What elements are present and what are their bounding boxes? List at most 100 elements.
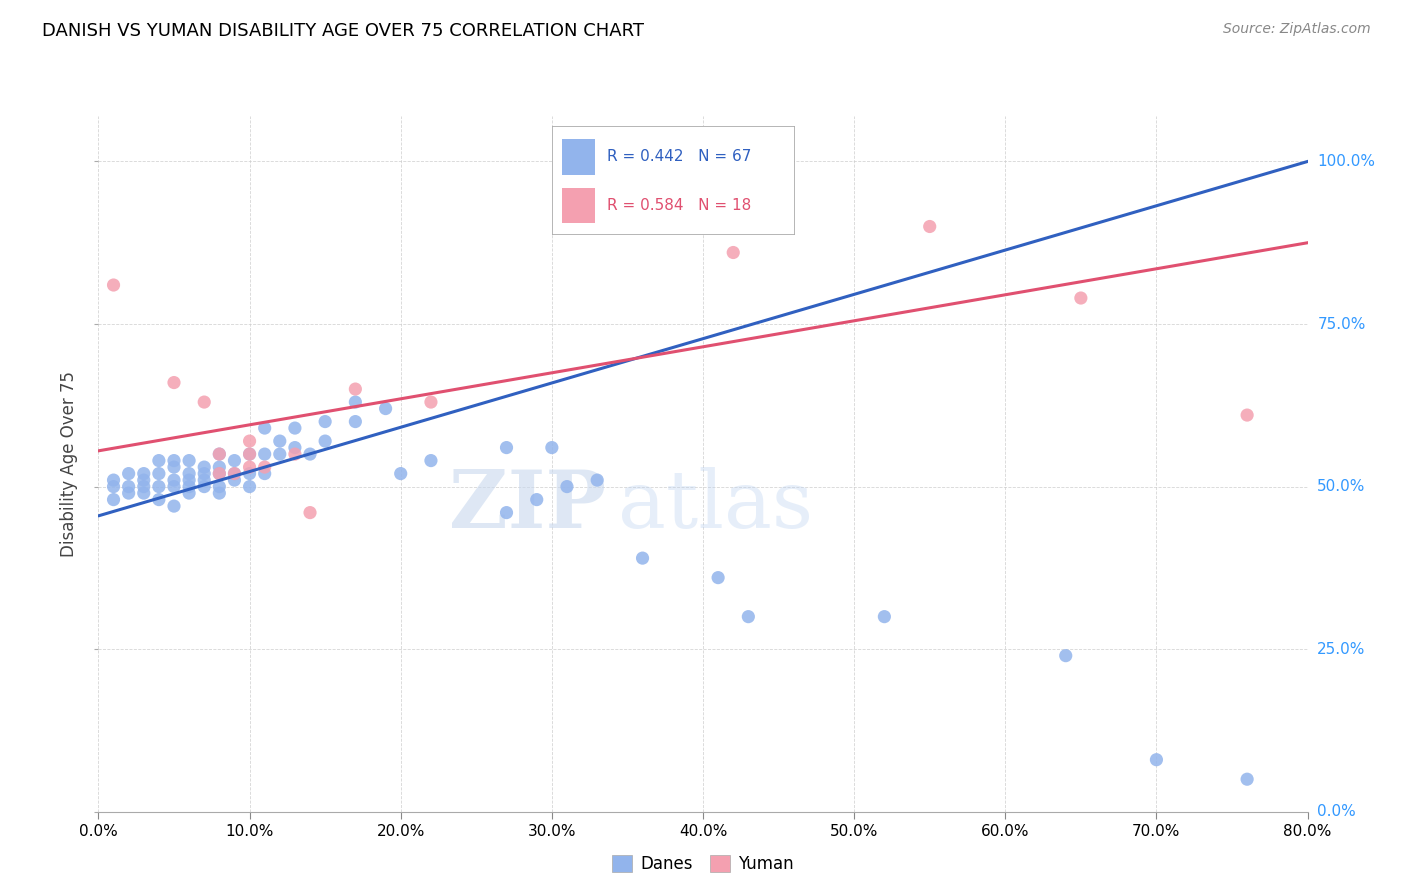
Point — [208, 467, 231, 481]
Point — [269, 447, 291, 461]
Point — [555, 480, 578, 494]
Point — [208, 480, 231, 494]
Point — [253, 421, 276, 435]
Point — [224, 453, 246, 467]
Point — [148, 453, 170, 467]
Legend: Danes, Yuman: Danes, Yuman — [606, 848, 800, 880]
Point — [163, 499, 186, 513]
Point — [118, 480, 141, 494]
Text: 0.0%: 0.0% — [1317, 805, 1355, 819]
Point — [239, 460, 262, 475]
Point — [344, 395, 367, 409]
FancyBboxPatch shape — [561, 188, 595, 224]
Point — [224, 473, 246, 487]
Point — [314, 434, 336, 448]
Point — [495, 441, 517, 455]
Point — [208, 460, 231, 475]
Y-axis label: Disability Age Over 75: Disability Age Over 75 — [60, 371, 79, 557]
Point — [284, 441, 307, 455]
Point — [148, 467, 170, 481]
Point — [1054, 648, 1077, 663]
Text: 25.0%: 25.0% — [1317, 641, 1365, 657]
Point — [148, 492, 170, 507]
Text: R = 0.442   N = 67: R = 0.442 N = 67 — [607, 149, 752, 164]
Point — [118, 467, 141, 481]
Point — [873, 609, 896, 624]
Point — [132, 473, 155, 487]
Point — [208, 447, 231, 461]
Point — [208, 467, 231, 481]
Point — [163, 480, 186, 494]
Point — [148, 480, 170, 494]
Point — [239, 480, 262, 494]
Point — [103, 480, 125, 494]
Point — [193, 460, 215, 475]
Point — [540, 441, 562, 455]
Text: atlas: atlas — [619, 467, 814, 545]
Point — [224, 467, 246, 481]
Text: 75.0%: 75.0% — [1317, 317, 1365, 332]
Point — [193, 480, 215, 494]
Point — [118, 486, 141, 500]
Point — [389, 467, 412, 481]
Point — [224, 467, 246, 481]
Point — [737, 609, 759, 624]
Point — [239, 447, 262, 461]
Point — [721, 245, 744, 260]
Point — [269, 434, 291, 448]
Point — [344, 382, 367, 396]
Point — [193, 395, 215, 409]
Point — [1144, 753, 1167, 767]
Point — [239, 467, 262, 481]
Point — [193, 467, 215, 481]
Point — [239, 434, 262, 448]
Point — [253, 447, 276, 461]
FancyBboxPatch shape — [561, 139, 595, 175]
Point — [299, 447, 322, 461]
Point — [1070, 291, 1092, 305]
Point — [103, 278, 125, 293]
Point — [132, 467, 155, 481]
Point — [193, 473, 215, 487]
Point — [918, 219, 941, 234]
Text: ZIP: ZIP — [450, 467, 606, 545]
Point — [132, 480, 155, 494]
Point — [374, 401, 396, 416]
Point — [163, 473, 186, 487]
Point — [177, 467, 201, 481]
Point — [344, 415, 367, 429]
Point — [177, 486, 201, 500]
Point — [299, 506, 322, 520]
Point — [1236, 772, 1258, 787]
Point — [163, 460, 186, 475]
Point — [163, 376, 186, 390]
Point — [132, 486, 155, 500]
Point — [103, 473, 125, 487]
Point — [103, 492, 125, 507]
Point — [284, 447, 307, 461]
Point — [177, 453, 201, 467]
Text: Source: ZipAtlas.com: Source: ZipAtlas.com — [1223, 22, 1371, 37]
Point — [631, 551, 654, 566]
Point — [586, 473, 609, 487]
Point — [239, 447, 262, 461]
Text: 100.0%: 100.0% — [1317, 154, 1375, 169]
Text: R = 0.584   N = 18: R = 0.584 N = 18 — [607, 198, 752, 212]
Point — [208, 447, 231, 461]
Point — [284, 421, 307, 435]
Point — [314, 415, 336, 429]
Point — [177, 473, 201, 487]
Text: 50.0%: 50.0% — [1317, 479, 1365, 494]
Point — [419, 395, 441, 409]
Point — [419, 453, 441, 467]
Point — [1236, 408, 1258, 422]
Point — [177, 480, 201, 494]
Point — [707, 571, 730, 585]
Point — [526, 492, 548, 507]
Text: DANISH VS YUMAN DISABILITY AGE OVER 75 CORRELATION CHART: DANISH VS YUMAN DISABILITY AGE OVER 75 C… — [42, 22, 644, 40]
Point — [253, 467, 276, 481]
Point — [495, 506, 517, 520]
Point — [208, 486, 231, 500]
Point — [253, 460, 276, 475]
Point — [163, 453, 186, 467]
